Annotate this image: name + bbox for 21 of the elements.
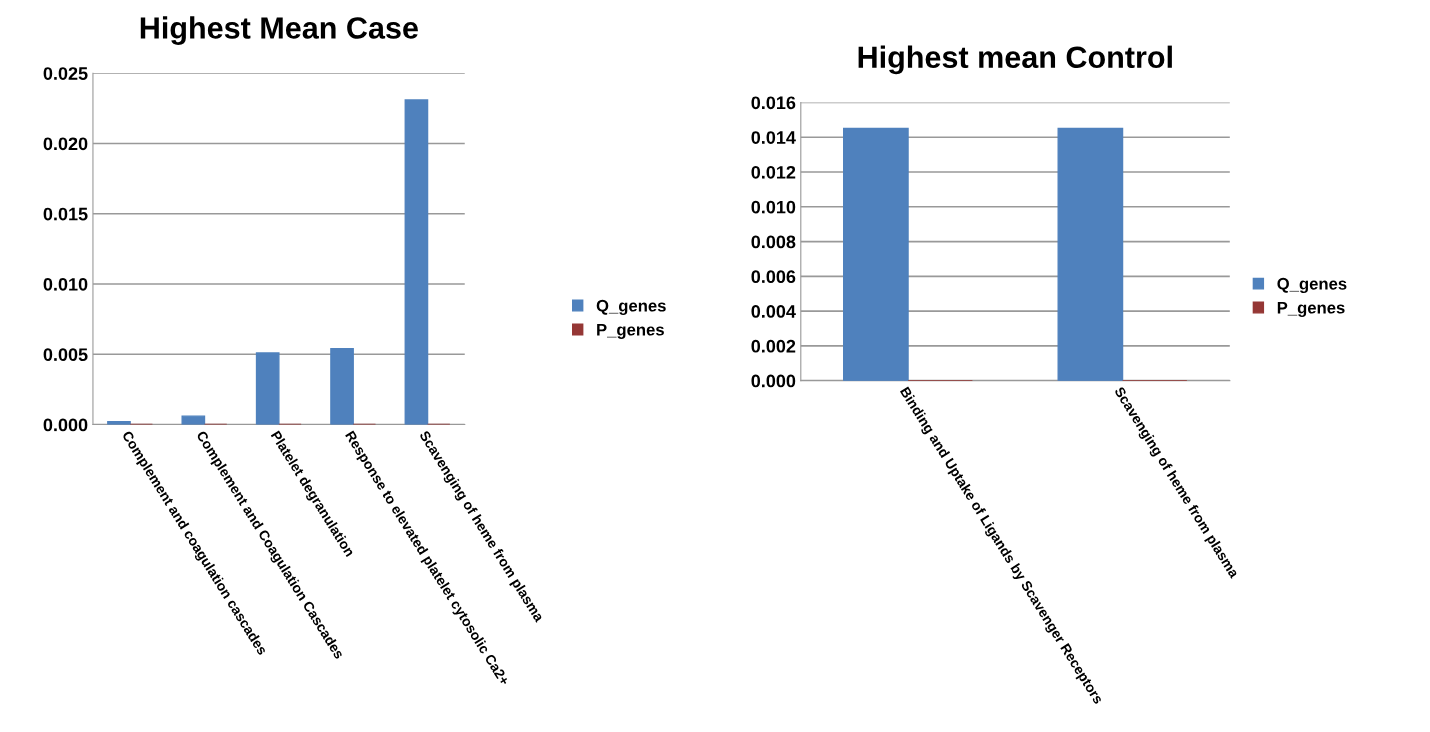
y-tick-label: 0.008 bbox=[751, 235, 796, 249]
y-tick-label: 0.015 bbox=[43, 207, 88, 221]
legend-label: Q_genes bbox=[1277, 277, 1347, 294]
y-tick-label: 0.020 bbox=[43, 137, 88, 151]
y-tick-label: 0.002 bbox=[751, 339, 796, 353]
y-tick-label: 0.005 bbox=[43, 348, 88, 362]
y-tick-label: 0.006 bbox=[751, 270, 796, 284]
chart-title: Highest Mean Case bbox=[140, 16, 418, 45]
y-tick-label: 0.016 bbox=[751, 96, 796, 110]
legend-label: P_genes bbox=[1277, 301, 1345, 317]
y-tick-label: 0.004 bbox=[751, 305, 796, 318]
chart-title: Highest mean Control bbox=[858, 45, 1172, 75]
legend-label: Q_genes bbox=[596, 299, 666, 315]
legend-label: P_genes bbox=[597, 323, 664, 339]
y-tick-label: 0.010 bbox=[43, 277, 88, 291]
y-tick-label: 0.010 bbox=[751, 200, 796, 214]
y-tick-label: 0.014 bbox=[751, 131, 796, 144]
y-tick-label: 0.000 bbox=[43, 418, 88, 432]
y-tick-label: 0.025 bbox=[43, 67, 88, 80]
y-tick-label: 0.012 bbox=[751, 165, 796, 179]
y-tick-label: 0.000 bbox=[751, 374, 796, 388]
